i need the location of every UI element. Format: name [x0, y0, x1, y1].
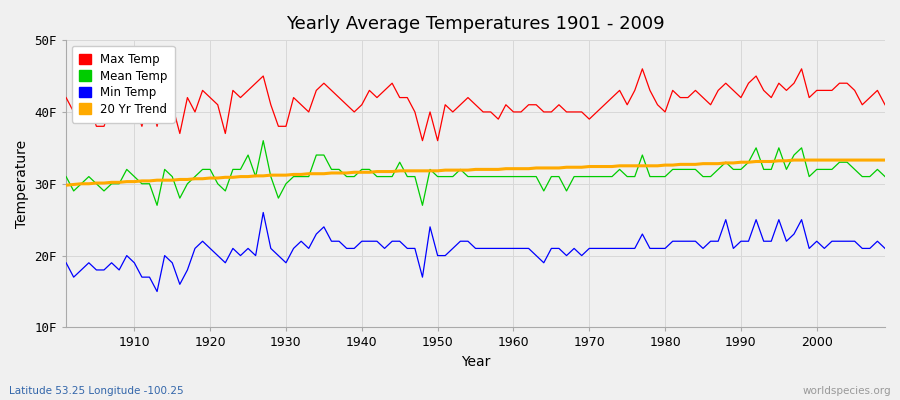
- Text: worldspecies.org: worldspecies.org: [803, 386, 891, 396]
- Y-axis label: Temperature: Temperature: [15, 140, 29, 228]
- Text: Latitude 53.25 Longitude -100.25: Latitude 53.25 Longitude -100.25: [9, 386, 184, 396]
- Legend: Max Temp, Mean Temp, Min Temp, 20 Yr Trend: Max Temp, Mean Temp, Min Temp, 20 Yr Tre…: [72, 46, 175, 123]
- X-axis label: Year: Year: [461, 355, 491, 369]
- Title: Yearly Average Temperatures 1901 - 2009: Yearly Average Temperatures 1901 - 2009: [286, 15, 665, 33]
